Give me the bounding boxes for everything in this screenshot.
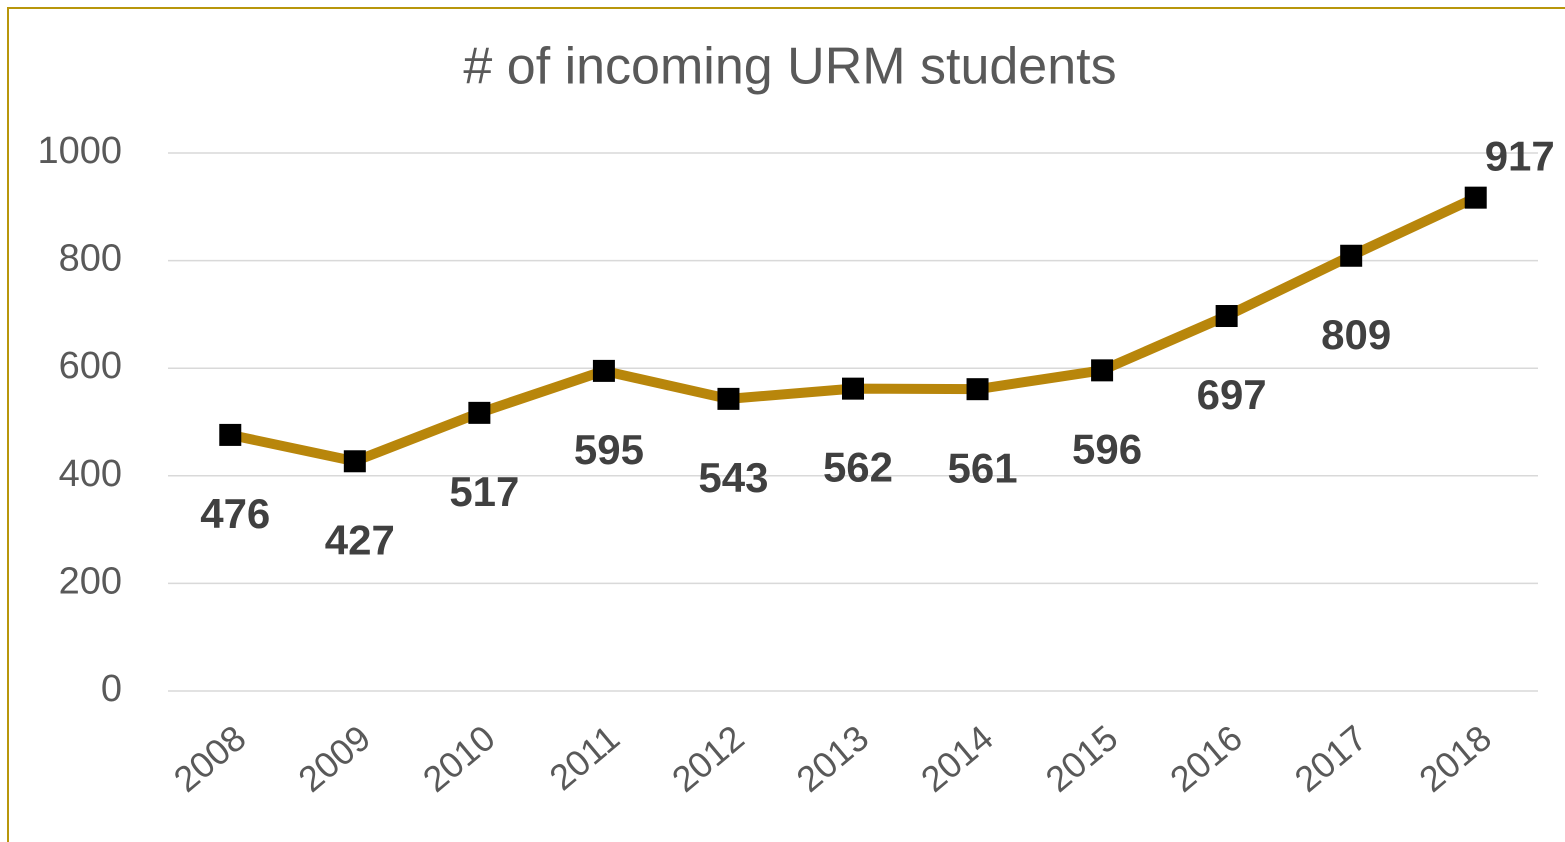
x-tick-label: 2015: [1038, 717, 1126, 800]
y-tick-label: 800: [59, 238, 122, 280]
x-tick-label: 2011: [542, 717, 628, 798]
x-tick-label: 2012: [664, 717, 752, 800]
y-tick-label: 600: [59, 345, 122, 387]
x-tick-label: 2008: [166, 717, 254, 800]
marker: [1091, 359, 1114, 382]
data-label: 697: [1197, 371, 1267, 418]
data-label: 427: [325, 516, 395, 563]
data-label: 595: [574, 426, 644, 473]
marker: [842, 377, 864, 400]
chart-title: # of incoming URM students: [463, 38, 1116, 96]
marker: [1340, 244, 1363, 267]
marker: [717, 387, 740, 410]
x-tick-label: 2009: [290, 717, 378, 800]
data-label: 809: [1321, 311, 1391, 358]
y-tick-label: 1000: [37, 130, 122, 172]
marker: [468, 401, 491, 424]
marker: [1464, 186, 1487, 209]
x-tick-label: 2014: [913, 717, 1001, 800]
x-tick-label: 2017: [1287, 717, 1375, 800]
x-tick-label: 2010: [415, 717, 503, 800]
data-label: 596: [1072, 425, 1142, 472]
marker: [592, 359, 615, 382]
data-label: 543: [698, 454, 768, 501]
x-tick-label: 2018: [1411, 717, 1499, 800]
x-tick-label: 2013: [789, 717, 877, 800]
marker: [966, 378, 989, 401]
data-label: 476: [200, 490, 270, 537]
y-tick-label: 400: [59, 453, 122, 495]
data-label: 517: [449, 468, 519, 515]
marker: [219, 423, 242, 446]
data-label: 917: [1485, 133, 1555, 180]
data-label: 562: [823, 444, 893, 491]
chart-frame: [7, 7, 1565, 842]
marker: [343, 450, 366, 473]
y-tick-label: 0: [101, 668, 122, 710]
marker: [1215, 305, 1238, 328]
x-tick-label: 2016: [1162, 717, 1250, 800]
data-label: 561: [948, 444, 1018, 491]
series-line: [229, 193, 1478, 467]
y-tick-label: 200: [59, 560, 122, 602]
